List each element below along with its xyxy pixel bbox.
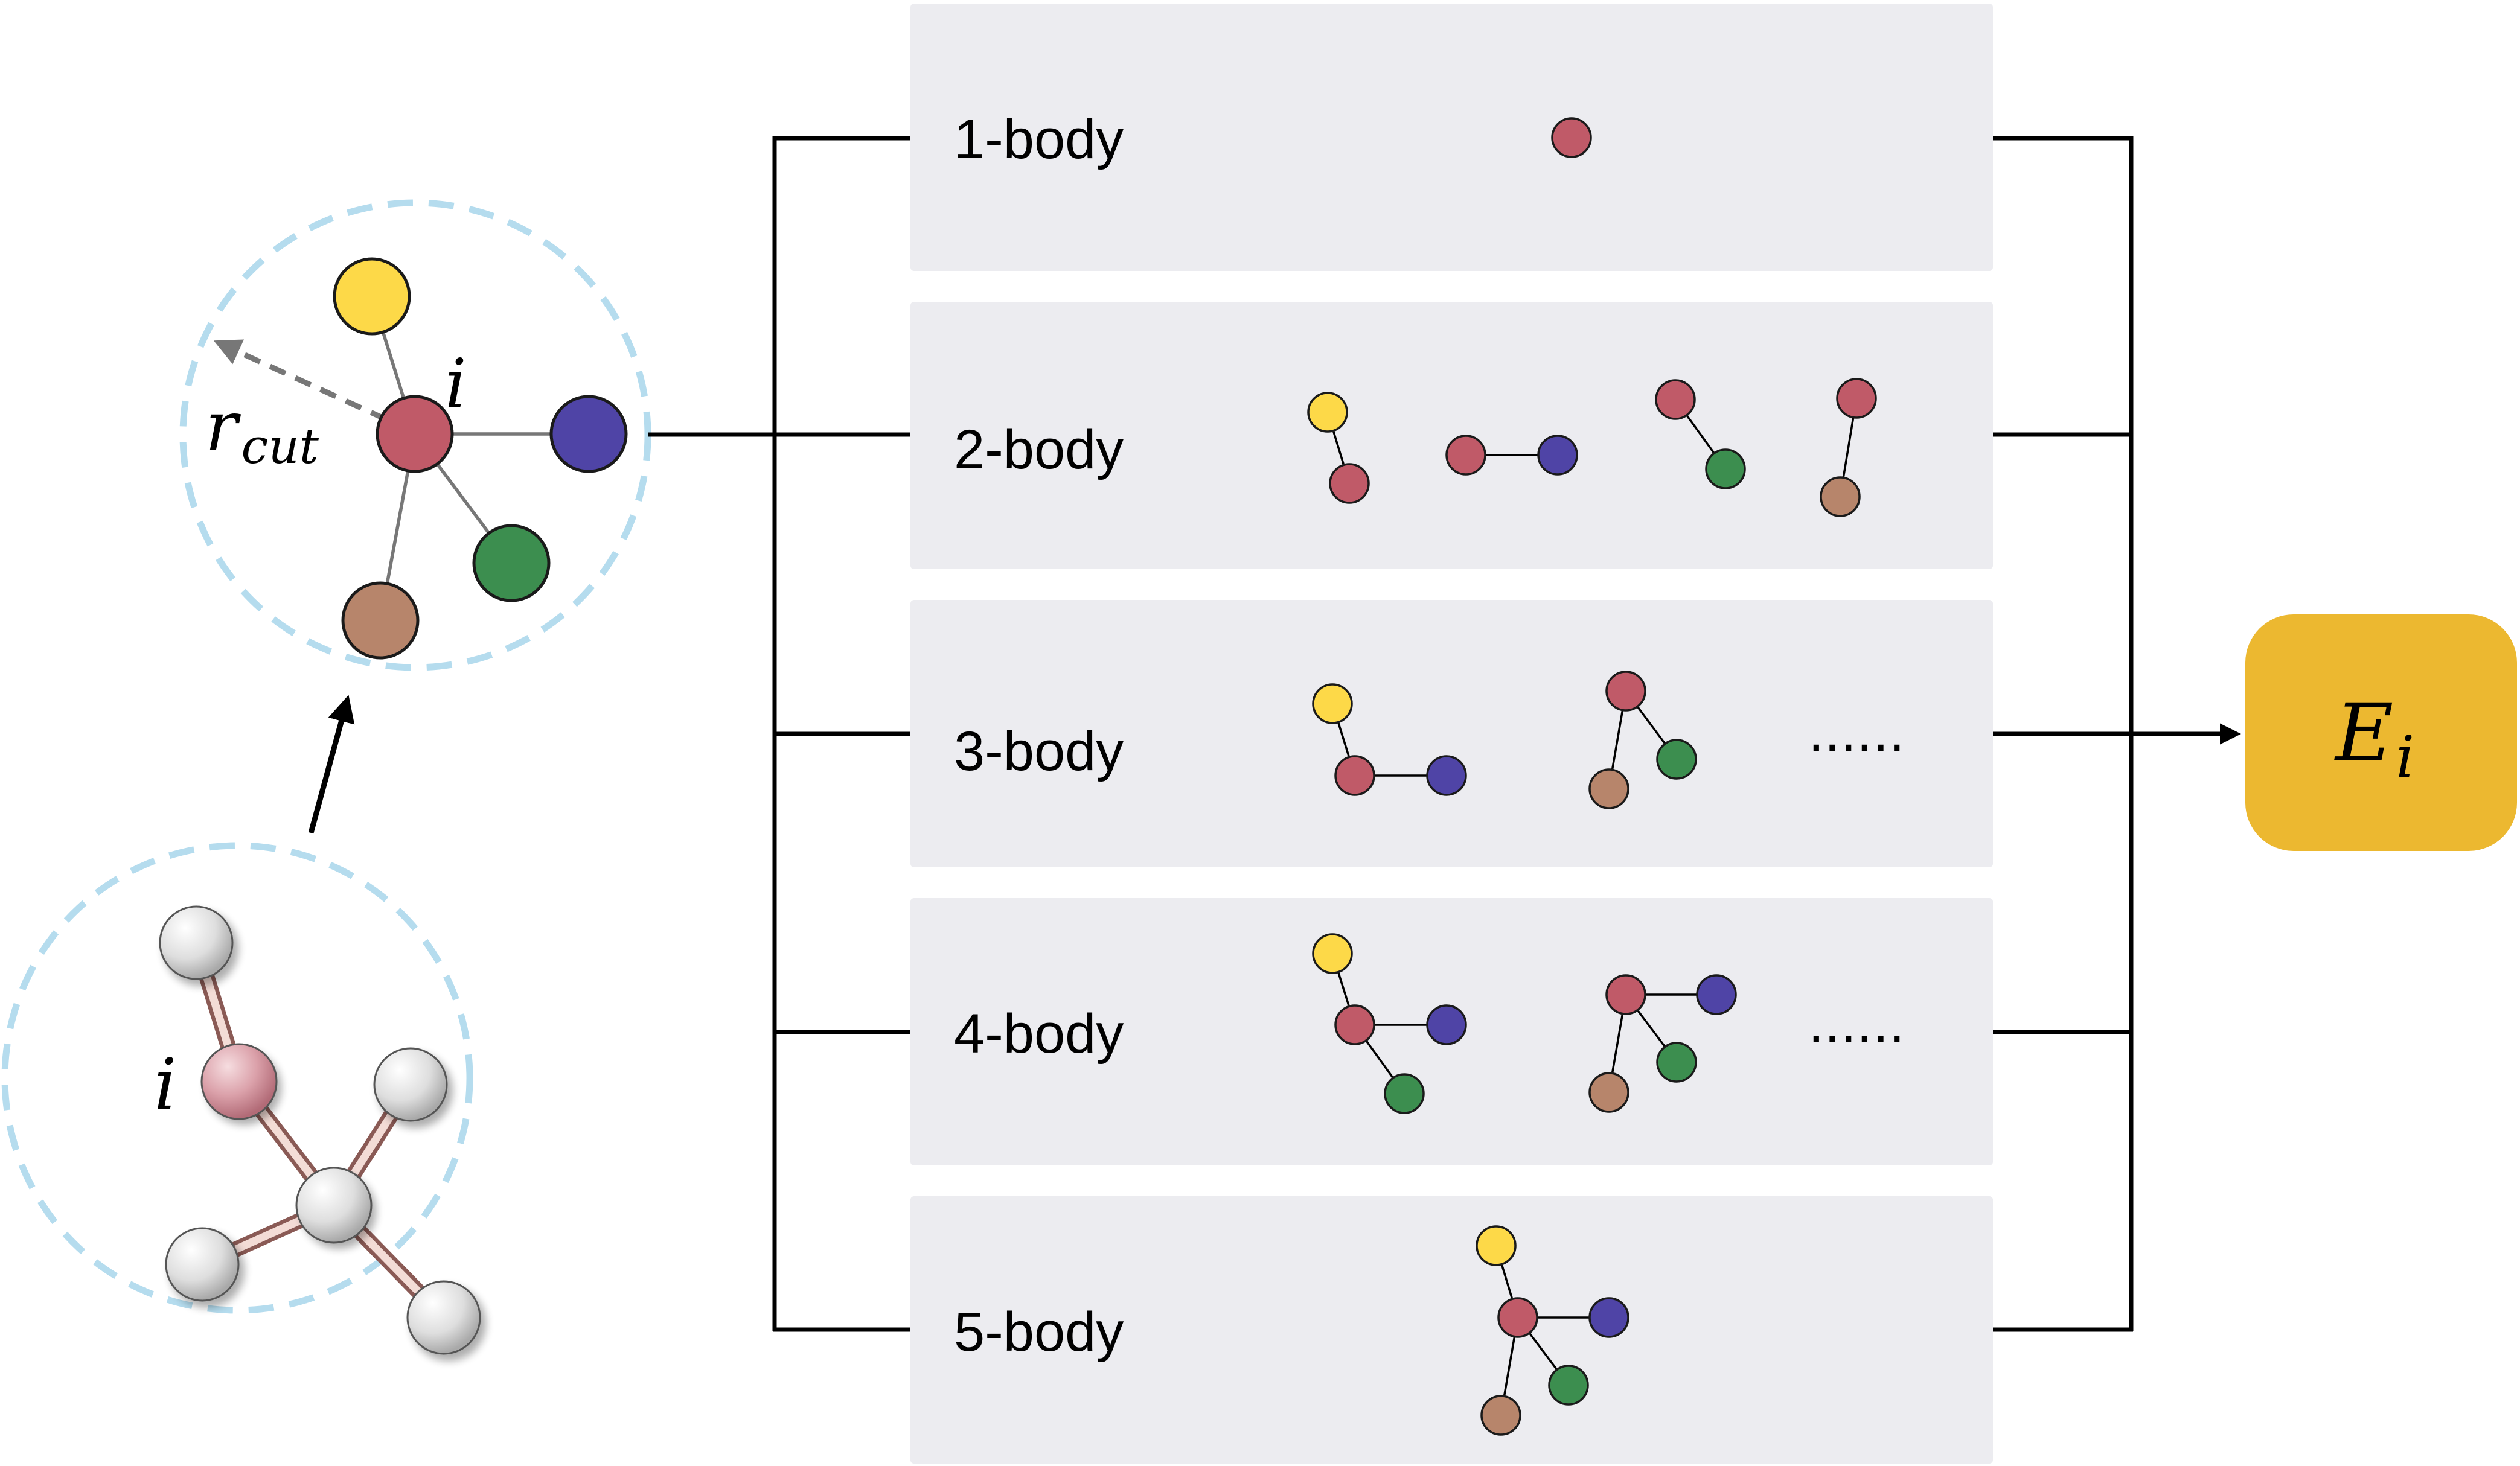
cluster-star-yellow-blue-green [1312,933,1467,1114]
molecule-3d: i [1,842,486,1361]
molecule-atom-top [159,905,238,986]
panel-label: 5-body [954,1301,1124,1363]
panel-3-body: 3-body ...... [910,600,1993,867]
molecule-atom-center [295,1167,376,1249]
cluster-red-green-brown [1588,671,1697,809]
output-box [2245,614,2517,851]
cluster-red-blue [1445,435,1578,476]
atom-yellow [333,257,411,336]
cluster-red-brown [1820,378,1877,517]
cutoff-label-sub: cut [241,418,319,474]
cluster-full-neighborhood [1476,1225,1629,1436]
cluster-red-yellow [1307,392,1370,504]
molecule-atom-bottom-right [406,1280,486,1361]
output-label: Ei [2334,687,2414,791]
neighborhood-graph: i rcut [179,199,651,671]
atom-i-center [376,395,454,473]
atom-brown [341,581,420,660]
panel-label: 3-body [954,721,1124,782]
atom-green [472,524,551,602]
panel-5-body: 5-body [910,1196,1993,1464]
output-energy: Ei [2245,614,2517,851]
atom-blue [549,395,628,473]
cutoff-label-main: r [205,387,241,466]
input-connector [648,136,910,1332]
molecule-center-label: i [154,1043,177,1126]
cluster-red-green [1655,379,1746,489]
center-atom-label: i [445,345,467,424]
cutoff-label: rcut [205,387,319,474]
molecule-atom-i [200,1043,281,1125]
cutoff-radius-arrow [213,339,388,422]
panel-label: 4-body [954,1003,1124,1065]
output-label-main: E [2334,687,2393,780]
panel-label: 1-body [954,109,1124,170]
more-clusters-ellipsis: ...... [1808,990,1905,1055]
output-label-sub: i [2396,724,2414,791]
cluster-yellow-red-blue [1312,683,1467,796]
more-clusters-ellipsis: ...... [1808,699,1905,763]
cluster-star-blue-green-brown [1588,974,1737,1113]
atom-red [1551,117,1592,158]
panel-2-body: 2-body [910,302,1993,569]
arrow-to-neighborhood [308,695,355,834]
molecule-atom-left [165,1227,245,1308]
panel-4-body: 4-body ...... [910,898,1993,1165]
molecule-cutoff-circle [1,842,473,1314]
panel-label: 2-body [954,419,1124,480]
molecule-atom-right [373,1047,453,1128]
panel-1-body: 1-body [910,4,1993,271]
